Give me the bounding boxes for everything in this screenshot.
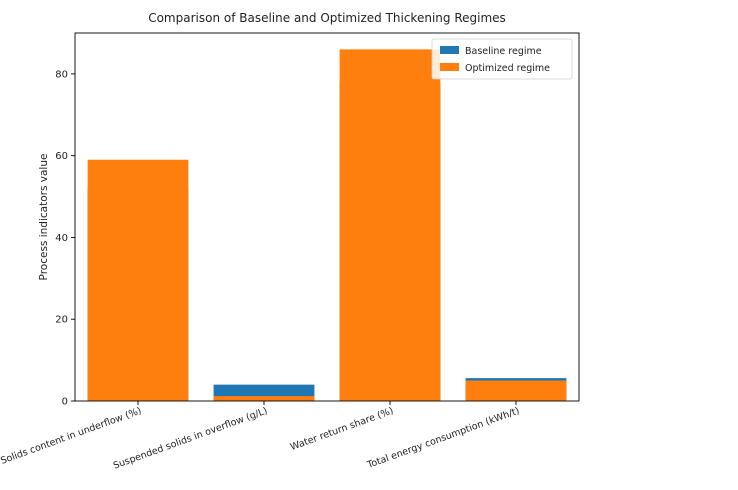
plot-frame bbox=[74, 32, 580, 402]
legend-label-0: Baseline regime bbox=[465, 46, 542, 57]
chart-title: Comparison of Baseline and Optimized Thi… bbox=[148, 11, 506, 25]
legend-swatch-1 bbox=[440, 63, 459, 71]
y-axis-title: Process indicators value bbox=[38, 154, 50, 281]
legend-label-1: Optimized regime bbox=[465, 63, 550, 74]
legend: Baseline regime Optimized regime bbox=[431, 38, 573, 80]
bar-optimized-0 bbox=[87, 159, 189, 401]
y-tick-label: 60 bbox=[55, 151, 68, 162]
y-tick-label: 40 bbox=[55, 233, 68, 244]
x-category-label-2: Water return share (%) bbox=[289, 405, 395, 453]
y-tick-label: 0 bbox=[62, 397, 68, 408]
y-tick-label: 20 bbox=[55, 315, 68, 326]
legend-box bbox=[431, 38, 573, 80]
bar-optimized-2 bbox=[339, 49, 441, 401]
y-tick-label: 80 bbox=[55, 69, 68, 80]
legend-swatch-0 bbox=[440, 46, 459, 54]
bars-layer bbox=[87, 49, 567, 402]
bar-optimized-1 bbox=[213, 396, 315, 401]
bar-optimized-3 bbox=[465, 380, 567, 401]
